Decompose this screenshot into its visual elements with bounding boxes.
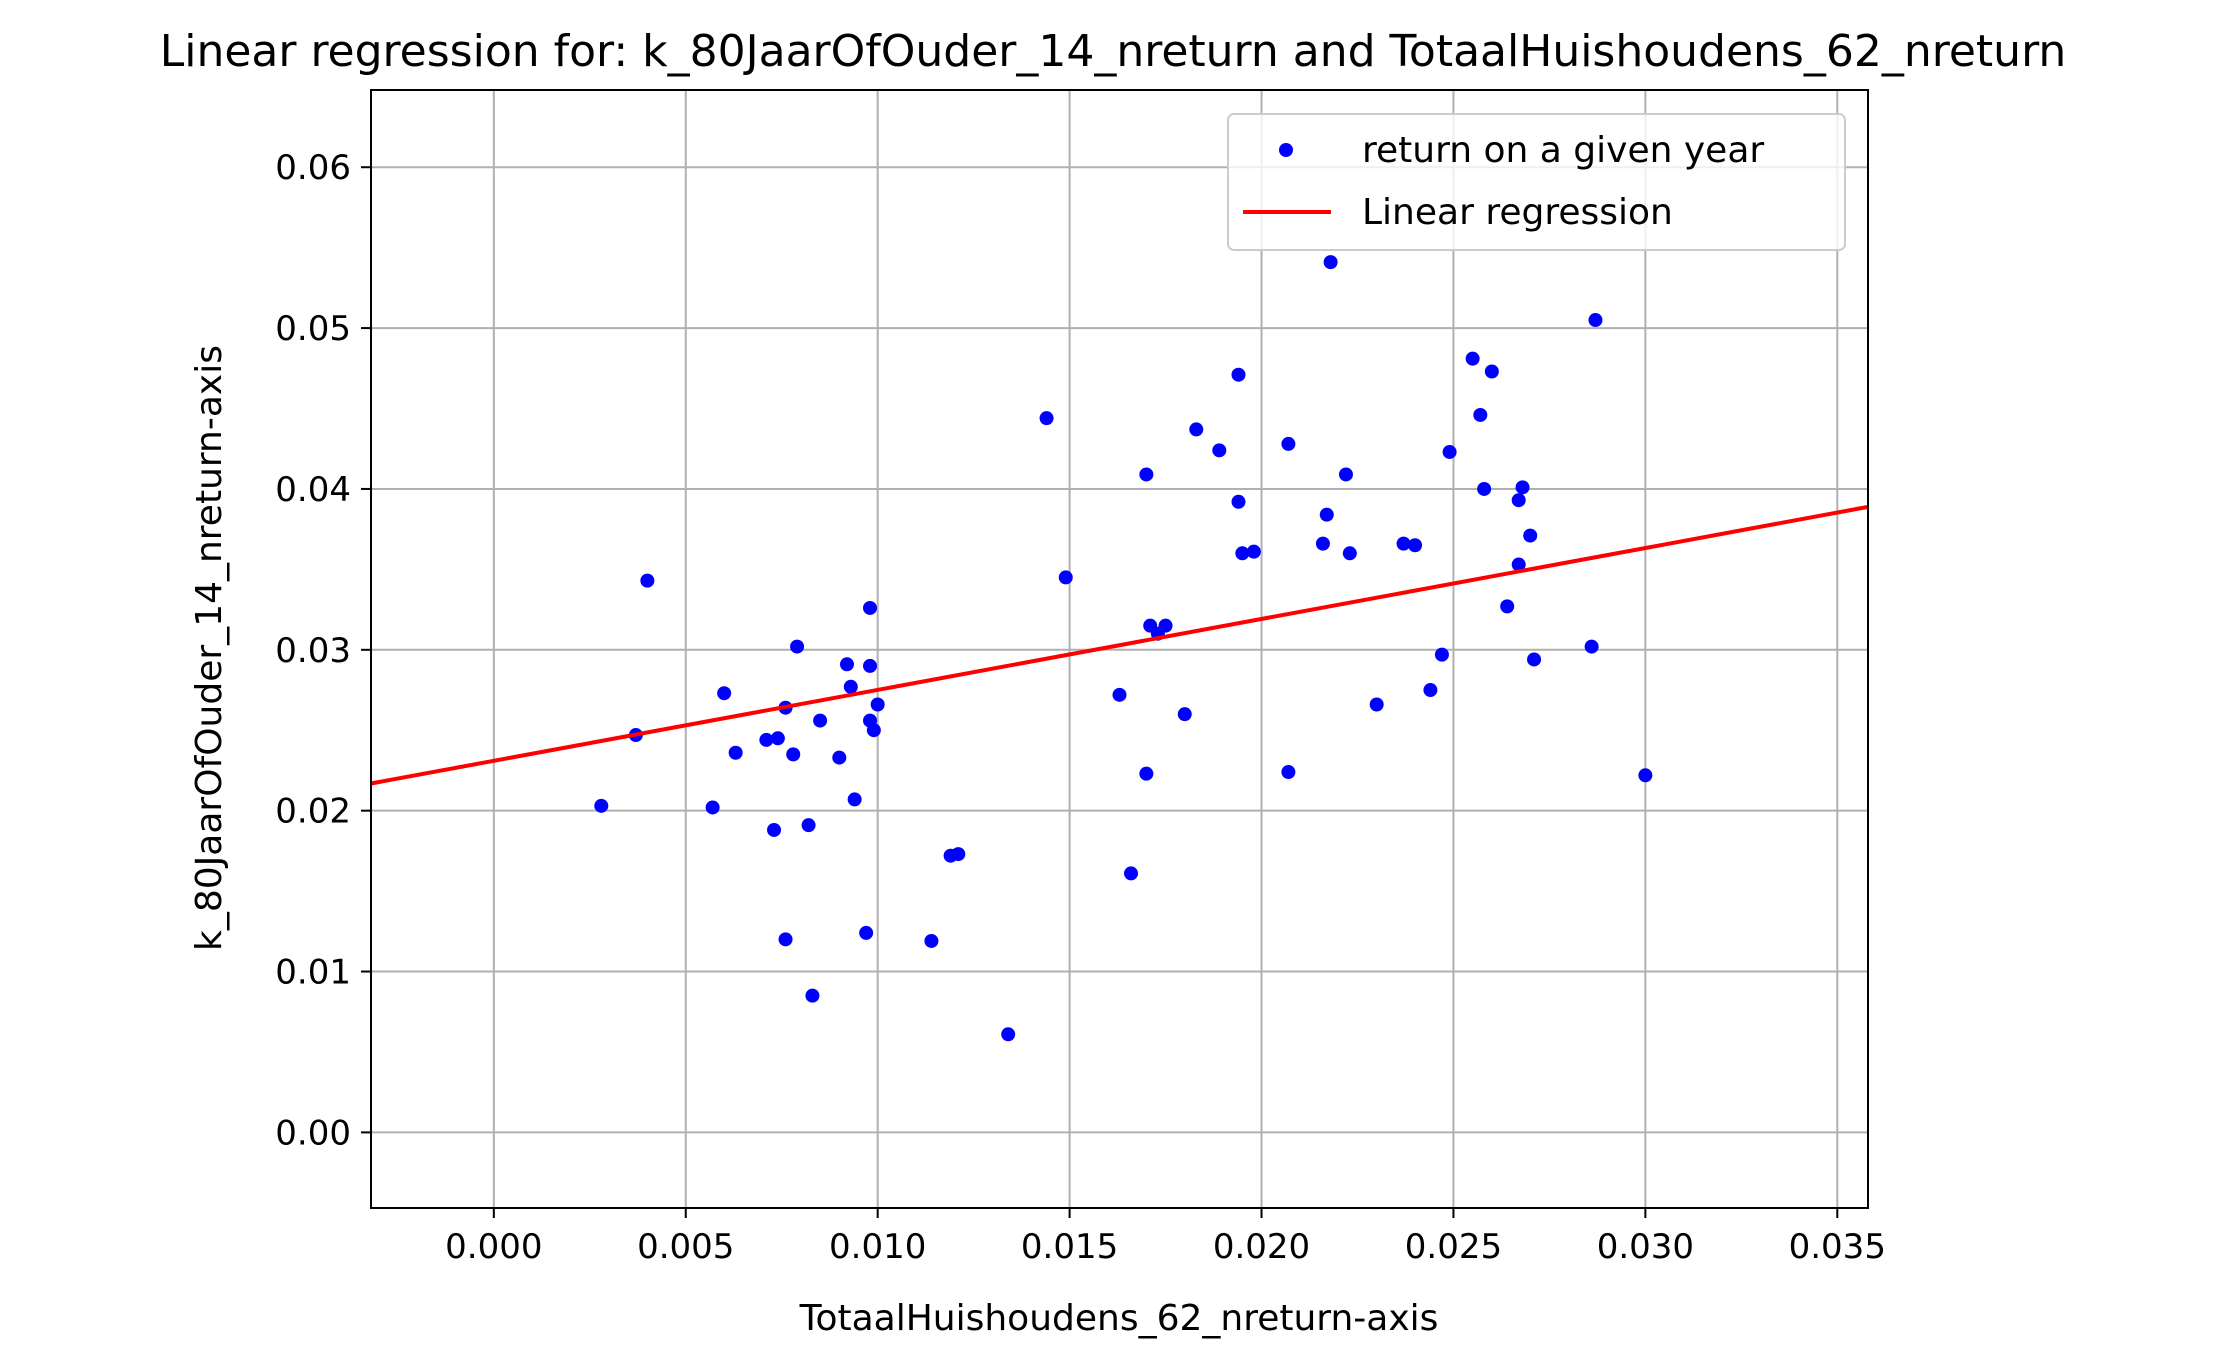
scatter-point (1323, 255, 1338, 270)
scatter-point (1500, 599, 1515, 614)
scatter-point (1473, 407, 1488, 422)
scatter-point (717, 686, 732, 701)
scatter-point (1039, 411, 1054, 426)
scatter-point (1281, 436, 1296, 451)
legend: return on a given year Linear regression (1227, 113, 1846, 251)
scatter-point (863, 600, 877, 615)
scatter-point (1139, 766, 1154, 781)
scatter-point (924, 933, 939, 948)
scatter-point (1515, 480, 1530, 495)
scatter-point (1442, 444, 1457, 459)
scatter-point (1139, 467, 1154, 482)
scatter-point (863, 658, 877, 673)
scatter-point (1638, 768, 1653, 783)
scatter-point (1523, 528, 1538, 543)
scatter-point (1588, 313, 1603, 328)
scatter-point (805, 988, 820, 1003)
scatter-point (1584, 639, 1599, 654)
axis-ticks: 0.000 0.005 0.010 0.015 0.020 0.025 0.030 0.035… (275, 148, 1886, 1267)
scatter-point (1231, 494, 1246, 509)
y-tick-label: 0.02 (275, 792, 351, 832)
y-tick-label: 0.06 (275, 148, 351, 188)
scatter-point (1465, 351, 1480, 366)
scatter-point (813, 713, 828, 728)
scatter-point (778, 932, 793, 947)
y-tick-label: 0.01 (275, 953, 351, 993)
scatter-point (801, 818, 816, 833)
x-axis-label: TotaalHuishoudens_62_nreturn-axis (799, 1298, 1439, 1339)
scatter-point (1112, 687, 1127, 702)
x-tick-label: 0.010 (829, 1227, 926, 1267)
scatter-point (843, 679, 858, 694)
scatter-point (1001, 1027, 1016, 1042)
scatter-point (870, 697, 885, 712)
scatter-point (759, 732, 774, 747)
scatter-point (1484, 364, 1499, 379)
scatter-point (1511, 493, 1526, 508)
scatter-point (1342, 546, 1357, 561)
scatter-point (1477, 481, 1492, 496)
scatter-point (1058, 570, 1073, 585)
y-axis-label: k_80JaarOfOuder_14_nreturn-axis (189, 345, 230, 951)
chart-title: Linear regression for: k_80JaarOfOuder_1… (160, 26, 2067, 77)
y-tick-label: 0.03 (275, 631, 351, 671)
scatter-point (847, 792, 862, 807)
scatter-point (770, 731, 785, 746)
scatter-point (790, 639, 805, 654)
scatter-point (951, 847, 966, 862)
x-tick-label: 0.035 (1789, 1227, 1886, 1267)
scatter-point (1527, 652, 1542, 667)
scatter-point (1177, 707, 1192, 722)
scatter-point (640, 573, 655, 588)
legend-label-line: Linear regression (1362, 192, 1673, 233)
regression-line (370, 504, 1869, 786)
x-tick-label: 0.000 (445, 1227, 542, 1267)
scatter-point (1158, 618, 1173, 633)
scatter-point (705, 800, 720, 815)
y-tick-label: 0.05 (275, 309, 351, 349)
scatter-point (1315, 536, 1330, 551)
scatter-point (832, 750, 847, 765)
scatter-point (859, 925, 874, 940)
scatter-point (1408, 538, 1423, 553)
scatter-point (1338, 467, 1353, 482)
scatter-point (1319, 507, 1334, 522)
scatter-point (767, 822, 782, 837)
scatter-point (1124, 866, 1139, 881)
scatter-point (866, 723, 881, 738)
x-tick-label: 0.030 (1597, 1227, 1694, 1267)
x-tick-label: 0.020 (1213, 1227, 1310, 1267)
x-tick-label: 0.025 (1405, 1227, 1502, 1267)
scatter-point (728, 745, 743, 760)
scatter-point (1189, 422, 1204, 437)
scatter-point (1396, 536, 1411, 551)
scatter-point (786, 747, 801, 762)
scatter-point (1369, 697, 1384, 712)
scatter-point (1434, 647, 1449, 662)
legend-scatter-marker (1279, 143, 1293, 157)
x-tick-label: 0.005 (637, 1227, 734, 1267)
scatter-point (1281, 765, 1296, 780)
plot-marks (370, 255, 1869, 1042)
scatter-point (1246, 544, 1261, 559)
scatter-point (1231, 367, 1246, 382)
scatter-point (1511, 557, 1526, 572)
legend-label-scatter: return on a given year (1362, 130, 1764, 171)
scatter-point (594, 798, 609, 813)
scatter-point (839, 657, 854, 672)
scatter-point (1423, 683, 1438, 698)
legend-box (1227, 113, 1846, 251)
y-tick-label: 0.04 (275, 470, 351, 510)
scatter-point (1235, 546, 1250, 561)
x-tick-label: 0.015 (1021, 1227, 1118, 1267)
scatter-point (1212, 443, 1227, 458)
grid-lines (371, 90, 1868, 1208)
y-tick-label: 0.00 (275, 1113, 351, 1153)
